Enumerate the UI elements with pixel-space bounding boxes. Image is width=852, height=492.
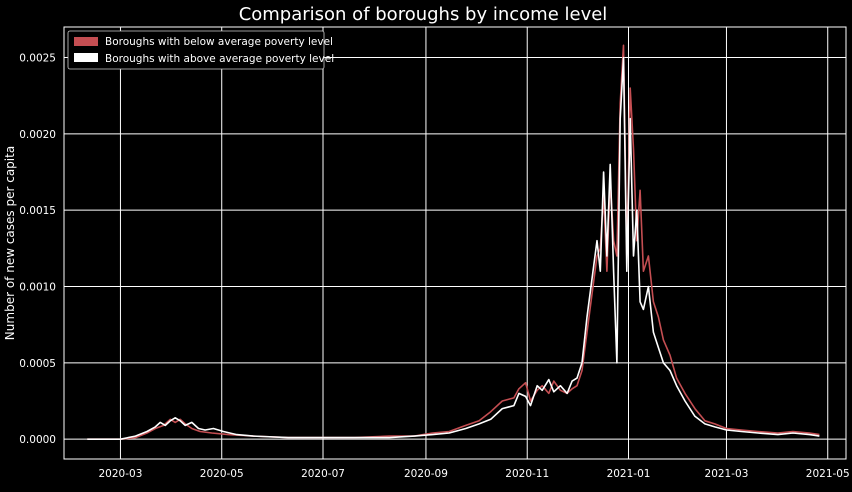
y-tick-label: 0.0015 bbox=[19, 205, 56, 217]
legend-swatch-series-1 bbox=[74, 53, 98, 62]
x-tick-label: 2021-01 bbox=[607, 468, 651, 480]
legend-box bbox=[67, 30, 325, 70]
x-tick-label: 2020-07 bbox=[301, 468, 345, 480]
x-tick-label: 2021-05 bbox=[806, 468, 850, 480]
y-axis-label: Number of new cases per capita bbox=[3, 146, 17, 340]
x-tick-label: 2020-09 bbox=[404, 468, 448, 480]
y-tick-label: 0.0025 bbox=[19, 53, 56, 65]
legend-swatch-series-0 bbox=[74, 37, 98, 46]
series-layer bbox=[87, 44, 820, 440]
y-tick-label: 0.0005 bbox=[19, 358, 56, 370]
grid-layer bbox=[64, 27, 846, 459]
x-tick-label: 2020-11 bbox=[505, 468, 549, 480]
series-line-0 bbox=[87, 44, 820, 440]
series-line-1 bbox=[87, 56, 820, 440]
legend-label-series-1: Boroughs with above average poverty leve… bbox=[105, 53, 334, 65]
chart-title: Comparison of boroughs by income level bbox=[239, 4, 608, 25]
y-tick-label: 0.0010 bbox=[19, 282, 56, 294]
x-tick-label: 2020-03 bbox=[99, 468, 143, 480]
tick-layer: 2020-03 2020-05 2020-07 2020-09 2020-11 2021-… bbox=[19, 53, 849, 480]
legend-label-series-0: Boroughs with below average poverty leve… bbox=[105, 36, 333, 48]
y-tick-label: 0.0000 bbox=[19, 434, 56, 446]
plot-frame bbox=[63, 26, 847, 460]
x-tick-label: 2021-03 bbox=[705, 468, 749, 480]
legend: Boroughs with below average poverty leve… bbox=[67, 30, 334, 70]
y-tick-label: 0.0020 bbox=[19, 129, 56, 141]
x-tick-label: 2020-05 bbox=[200, 468, 244, 480]
